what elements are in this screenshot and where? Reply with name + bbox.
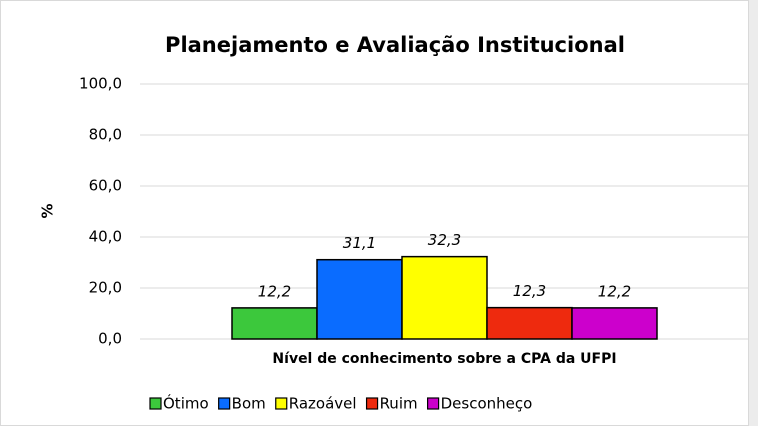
legend-label: Ruim xyxy=(380,395,418,413)
legend-label: Bom xyxy=(232,395,266,413)
bar xyxy=(316,258,403,340)
legend-swatch xyxy=(275,397,288,410)
legend-swatch xyxy=(218,397,231,410)
bar xyxy=(486,306,573,340)
legend-label: Razoável xyxy=(289,395,357,413)
legend-label: Desconheço xyxy=(441,395,533,413)
legend-swatch xyxy=(149,397,162,410)
data-label: 12,2 xyxy=(258,282,291,300)
legend-label: Ótimo xyxy=(163,394,209,413)
y-tick-label: 20,0 xyxy=(89,279,122,297)
data-label: 31,1 xyxy=(343,234,376,252)
y-axis-label: % xyxy=(39,203,57,218)
y-tick-label: 60,0 xyxy=(89,177,122,195)
y-tick-label: 0,0 xyxy=(98,330,122,348)
y-tick-label: 40,0 xyxy=(89,228,122,246)
bar xyxy=(231,307,318,340)
bar xyxy=(571,307,658,340)
y-tick-label: 100,0 xyxy=(79,75,122,93)
data-label: 12,3 xyxy=(513,282,546,300)
legend-swatch xyxy=(365,397,379,410)
data-label: 12,2 xyxy=(598,282,631,300)
legend-swatch xyxy=(427,397,440,410)
x-tick-label: Nível de conhecimento sobre a CPA da UFP… xyxy=(272,351,616,367)
chart-title: Planejamento e Avaliação Institucional xyxy=(165,33,625,57)
bar xyxy=(401,255,488,340)
y-tick-label: 80,0 xyxy=(89,126,122,144)
data-label: 32,3 xyxy=(428,231,461,249)
